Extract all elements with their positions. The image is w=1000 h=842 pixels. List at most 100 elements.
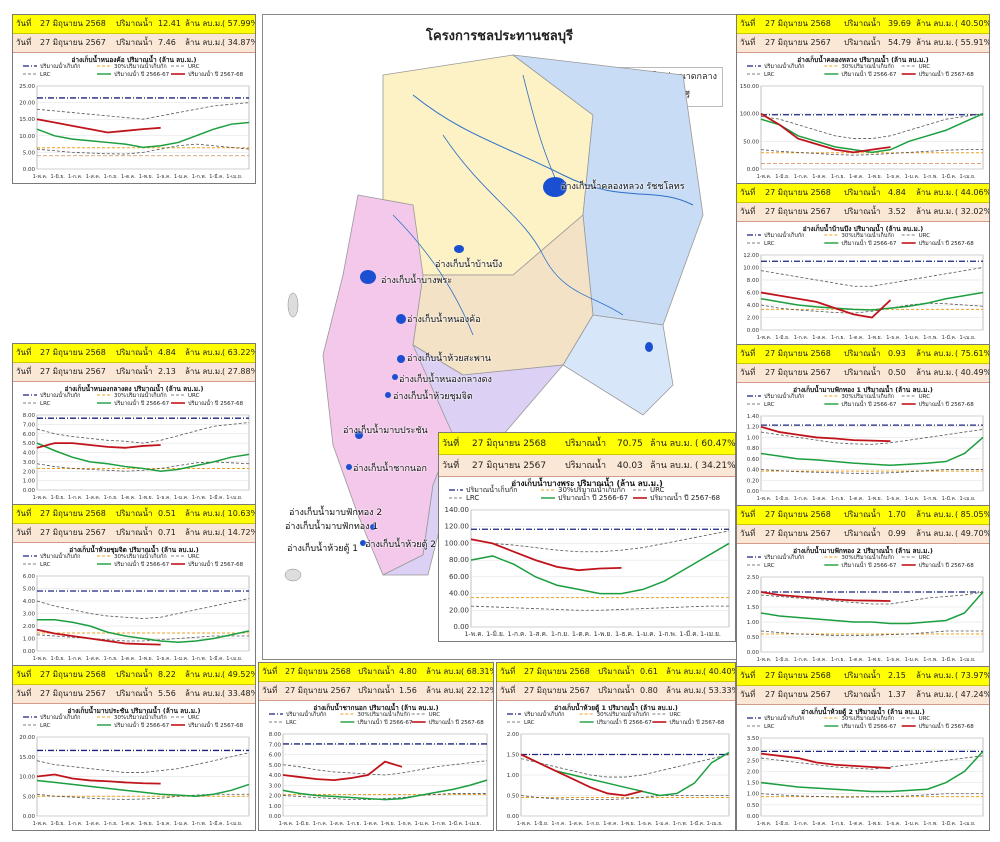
x-tick-label: 1-ธ.ค.	[886, 496, 901, 502]
x-tick-label: 1-เม.ย.	[959, 174, 976, 180]
urc-series	[36, 598, 250, 619]
x-tick-label: 1-มี.ค.	[209, 820, 224, 827]
x-tick-label: 1-เม.ย.	[226, 821, 243, 827]
map-label: อ่างเก็บน้ำบางพระ	[381, 276, 453, 286]
percent-value: ( 44.06% )	[955, 188, 989, 197]
x-tick-label: 1-พ.ย.	[868, 335, 883, 341]
x-tick-label: 1-ธ.ค.	[156, 821, 171, 827]
y-tick-label: 0.00	[747, 650, 760, 656]
x-tick-label: 1-ก.พ.	[192, 174, 207, 180]
stat-row-2568: วันที่ 27 มิถุนายน 2568 ปริมาณน้ำ 1.70 ล้าน …	[737, 506, 989, 525]
y-tick-label: 140.00	[445, 506, 470, 514]
percent-value: ( 40.50% )	[955, 19, 989, 28]
map-title: โครงการชลประทานชลบุรี	[426, 29, 573, 44]
percent-value: ( 40.49% )	[955, 368, 989, 377]
y-tick-label: 4.00	[269, 773, 282, 779]
amount-label: ปริมาณน้ำ	[844, 349, 881, 358]
x-tick-label: 1-มิ.ย.	[534, 820, 549, 827]
legend-label: ปริมาณน้ำ ปี 2566-67	[841, 400, 897, 408]
amount-value: 39.69	[888, 19, 911, 28]
y-tick-label: 0.20	[747, 478, 760, 484]
unit-label: ล้าน ลบ.ม.	[916, 188, 954, 197]
percent-value: ( 47.24% )	[955, 690, 989, 699]
y-tick-label: 0.00	[507, 814, 520, 820]
stat-row-2568: วันที่ 27 มิถุนายน 2568 ปริมาณน้ำ 2.15 ล้าน …	[737, 667, 989, 686]
x-tick-label: 1-มี.ค.	[209, 494, 224, 501]
legend-label: 30%ปริมาณน้ำเก็บกัก	[114, 552, 167, 560]
stat-row-2567: วันที่ 27 มิถุนายน 2567 ปริมาณน้ำ 0.80 ล้าน …	[497, 682, 735, 701]
x-tick-label: 1-ก.ค.	[794, 335, 809, 341]
y-tick-label: 5.00	[23, 794, 36, 800]
x-tick-label: 1-ส.ค.	[330, 821, 345, 827]
x-tick-label: 1-ก.ค.	[68, 656, 83, 662]
x-tick-label: 1-ก.ค.	[508, 630, 527, 638]
day-label: วันที่	[500, 686, 516, 695]
legend-label: ปริมาณน้ำ ปี 2566-67	[841, 722, 897, 730]
amount-value: 0.51	[158, 509, 176, 518]
legend-label: ปริมาณน้ำ ปี 2566-67	[841, 70, 897, 78]
x-tick-label: 1-ส.ค.	[812, 335, 827, 341]
map-river	[442, 134, 624, 316]
stat-row-2567: วันที่ 27 มิถุนายน 2567 ปริมาณน้ำ 0.99 ล้าน …	[737, 525, 989, 544]
y-tick-label: 2.50	[747, 758, 760, 764]
day-label: วันที่	[442, 439, 460, 449]
series-2566-67	[36, 779, 250, 798]
island	[284, 568, 302, 582]
x-tick-label: 1-พ.ค.	[279, 821, 294, 827]
stat-row-2568: วันที่ 27 มิถุนายน 2568 ปริมาณน้ำ 4.84 ล้าน …	[737, 184, 989, 203]
legend-label: ปริมาณน้ำ ปี 2566-67	[114, 399, 170, 407]
day-label: วันที่	[740, 368, 756, 377]
x-tick-label: 1-ธ.ค.	[156, 656, 171, 662]
x-tick-label: 1-ก.ค.	[794, 657, 809, 663]
x-tick-label: 1-มี.ค.	[942, 334, 957, 341]
day-label: วันที่	[740, 19, 756, 28]
series-2567-68	[760, 425, 891, 443]
unit-label: ล้าน ลบ.ม.	[916, 19, 954, 28]
x-tick-label: 1-มิ.ย.	[775, 495, 790, 502]
percent-value: ( 34.21% )	[695, 461, 735, 471]
date-text: 27 มิถุนายน 2567	[765, 368, 831, 377]
unit-label: ล้าน ลบ.ม.	[916, 671, 954, 680]
x-tick-label: 1-เม.ย.	[707, 821, 724, 827]
x-tick-label: 1-ส.ค.	[812, 174, 827, 180]
chart-svg: อ่างเก็บน้ำคลองหลวง ปริมาณน้ำ (ล้าน ลบ.ม…	[740, 54, 984, 180]
unit-label: ล้าน ลบ.ม.	[666, 667, 704, 676]
x-tick-label: 1-ก.พ.	[673, 821, 688, 827]
y-tick-label: 0.50	[507, 794, 520, 800]
stat-row-2567: วันที่ 27 มิถุนายน 2567 ปริมาณน้ำ 1.37 ล้าน …	[737, 686, 989, 705]
y-tick-label: 0.00	[747, 814, 760, 820]
x-tick-label: 1-ก.ย.	[831, 174, 846, 180]
x-tick-label: 1-ก.ย.	[104, 495, 119, 501]
y-tick-label: 1.00	[747, 435, 760, 441]
stat-row-2567: วันที่ 27 มิถุนายน 2567 ปริมาณน้ำ 0.71 ล้าน …	[13, 524, 255, 543]
x-tick-label: 1-เม.ย.	[226, 174, 243, 180]
x-tick-label: 1-ต.ค.	[121, 495, 136, 501]
x-tick-label: 1-ธ.ค.	[886, 821, 901, 827]
x-tick-label: 1-พ.ย.	[139, 821, 154, 827]
x-tick-label: 1-มี.ค.	[679, 630, 698, 638]
x-tick-label: 1-ก.ค.	[551, 821, 566, 827]
chart-title: อ่างเก็บน้ำห้วยตู้ 2 ปริมาณน้ำ (ล้าน ลบ.…	[801, 706, 925, 717]
x-tick-label: 1-ม.ค.	[174, 656, 189, 662]
amount-label: ปริมาณน้ำ	[844, 368, 881, 377]
amount-value: 0.80	[640, 686, 658, 695]
stat-row-2567: วันที่ 27 มิถุนายน 2567 ปริมาณน้ำ 0.50 ล้าน …	[737, 364, 989, 383]
map-label: อ่างเก็บน้ำห้วยชุมจิต	[393, 392, 473, 402]
x-tick-label: 1-ต.ค.	[849, 174, 864, 180]
unit-label: ล้าน ลบ.ม.	[650, 439, 693, 449]
chart-title: อ่างเก็บน้ำคลองหลวง ปริมาณน้ำ (ล้าน ลบ.ม…	[797, 54, 928, 64]
x-tick-label: 1-ก.ย.	[347, 821, 362, 827]
x-tick-label: 1-เม.ย.	[465, 821, 482, 827]
y-tick-label: 20.00	[449, 606, 469, 614]
panel-nongkho: วันที่ 27 มิถุนายน 2568 ปริมาณน้ำ 12.41 ล้าน…	[12, 14, 256, 184]
amount-label: ปริมาณน้ำ	[598, 667, 635, 676]
stat-row-2568: วันที่ 27 มิถุนายน 2568 ปริมาณน้ำ 0.61 ล้าน …	[497, 663, 735, 682]
amount-value: 0.93	[888, 349, 906, 358]
day-label: วันที่	[740, 671, 756, 680]
urc-series	[470, 530, 730, 553]
amount-label: ปริมาณน้ำ	[116, 509, 153, 518]
y-tick-label: 1.00	[747, 792, 760, 798]
x-tick-label: 1-ก.พ.	[923, 174, 938, 180]
x-tick-label: 1-ม.ค.	[174, 821, 189, 827]
chart-title: อ่างเก็บน้ำบ้านบึง ปริมาณน้ำ (ล้าน ลบ.ม.…	[803, 223, 923, 233]
